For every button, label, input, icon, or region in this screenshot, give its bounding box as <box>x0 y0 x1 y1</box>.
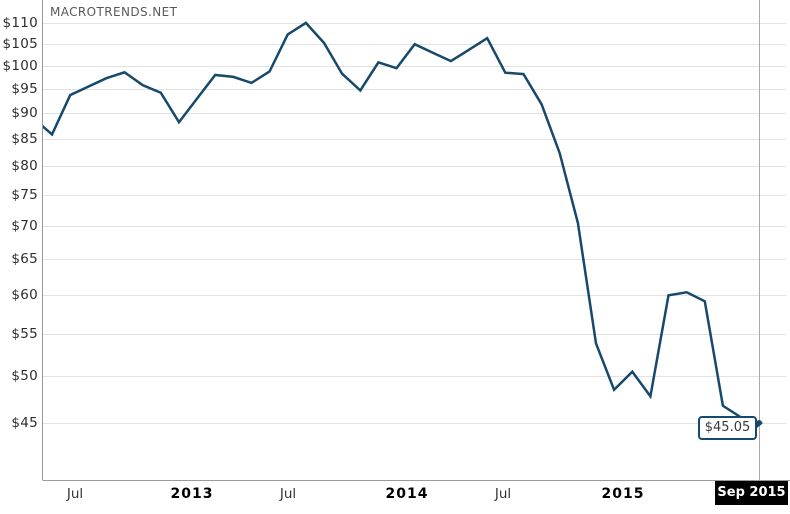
x-tick-label: Jul <box>279 486 297 502</box>
y-tick-label: $80 <box>11 158 38 174</box>
x-tick-label: Jul <box>66 486 84 502</box>
y-tick-label: $60 <box>11 287 38 303</box>
x-tick-label: 2013 <box>170 486 214 502</box>
y-tick-label: $65 <box>11 251 38 267</box>
price-line[interactable] <box>34 21 760 424</box>
y-tick-label: $55 <box>11 326 38 342</box>
x-tick-label: 2015 <box>601 486 645 502</box>
gridlines <box>43 23 786 424</box>
macrotrends-watermark: MACROTRENDS.NET <box>50 5 178 19</box>
x-tick-label: 2014 <box>385 486 429 502</box>
y-tick-label: $45 <box>11 415 38 431</box>
y-tick-label: $75 <box>11 187 38 203</box>
x-tick-label: Jul <box>494 486 512 502</box>
y-tick-label: $50 <box>11 368 38 384</box>
last-point-marker <box>756 420 762 426</box>
y-tick-label: $85 <box>11 131 38 147</box>
y-tick-label: $110 <box>2 15 38 31</box>
price-tooltip: $45.05 <box>698 416 757 440</box>
y-tick-label: $100 <box>2 58 38 74</box>
y-tick-label: $90 <box>11 105 38 121</box>
y-tick-label: $70 <box>11 218 38 234</box>
y-tick-label: $105 <box>2 36 38 52</box>
y-tick-label: $95 <box>11 81 38 97</box>
current-date-badge: Sep 2015 <box>715 481 788 505</box>
